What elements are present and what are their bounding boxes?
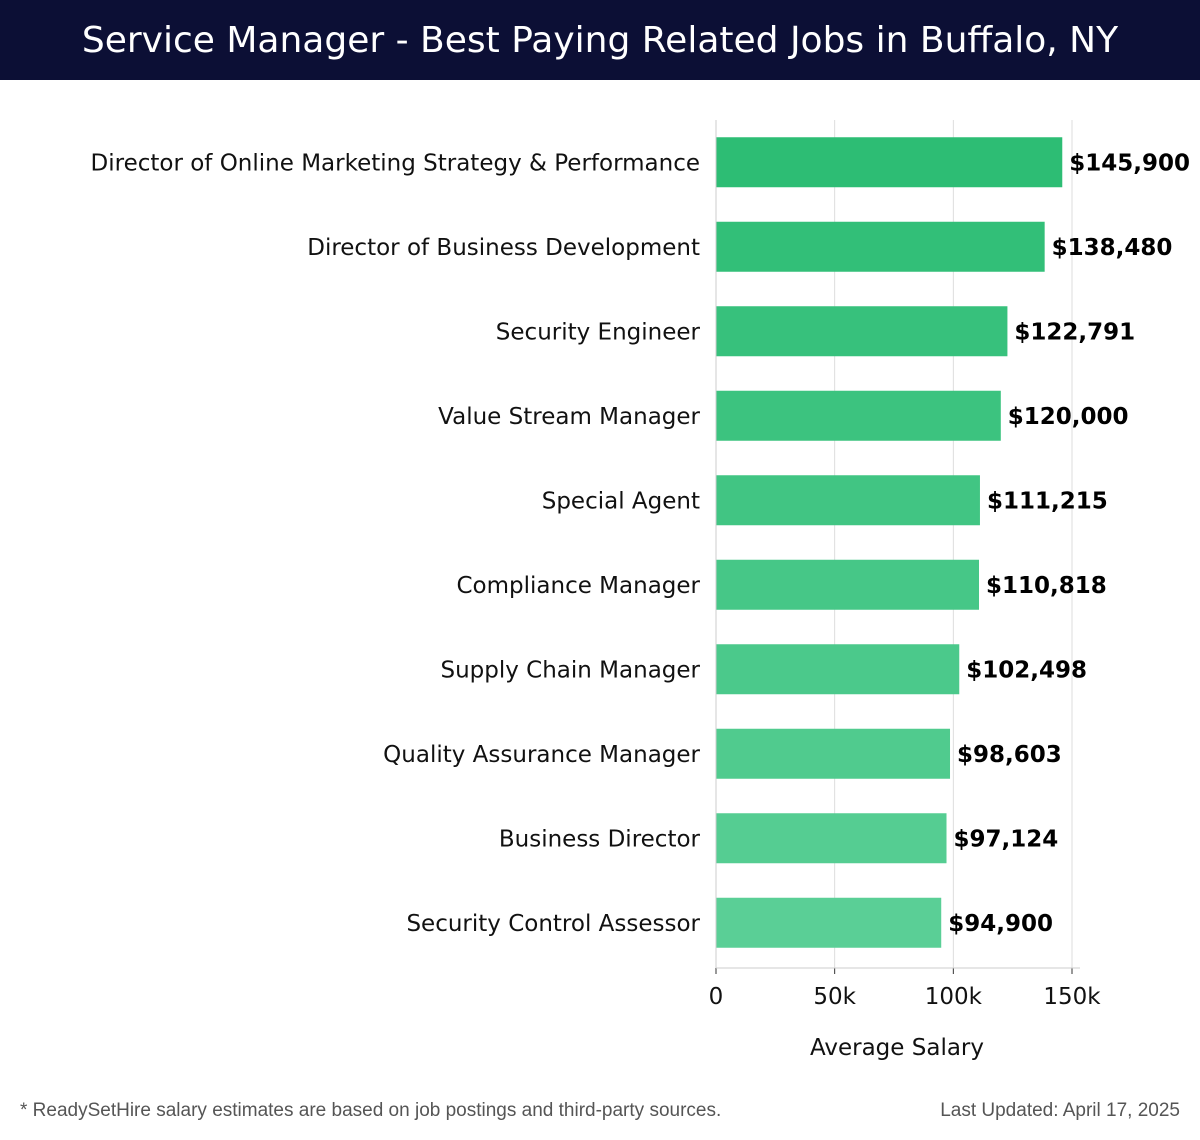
bar	[716, 813, 947, 864]
x-tick-label: 150k	[1043, 984, 1101, 1010]
chart-title: Service Manager - Best Paying Related Jo…	[81, 19, 1119, 61]
x-tick-label: 0	[709, 984, 724, 1010]
value-label: $122,791	[1014, 319, 1135, 345]
category-label: Security Engineer	[496, 319, 701, 345]
value-label: $94,900	[948, 911, 1053, 937]
value-label: $102,498	[966, 657, 1087, 683]
category-label: Director of Online Marketing Strategy & …	[91, 150, 700, 176]
value-label: $145,900	[1069, 150, 1190, 176]
category-label: Special Agent	[542, 488, 700, 514]
value-label: $111,215	[987, 488, 1108, 514]
value-label: $98,603	[957, 742, 1062, 768]
last-updated: Last Updated: April 17, 2025	[940, 1100, 1180, 1121]
bar	[716, 221, 1045, 272]
bar	[716, 644, 960, 695]
title-bar: Service Manager - Best Paying Related Jo…	[0, 0, 1200, 80]
bar	[716, 475, 980, 526]
value-label: $120,000	[1008, 404, 1129, 430]
x-axis-title: Average Salary	[810, 1035, 984, 1061]
x-axis: Average Salary 0 50k 100k 150k	[709, 120, 1101, 1061]
bar	[716, 390, 1001, 441]
value-label: $97,124	[954, 826, 1059, 852]
x-tick-label: 50k	[813, 984, 856, 1010]
category-label: Director of Business Development	[307, 235, 700, 261]
category-label: Quality Assurance Manager	[383, 742, 700, 768]
x-tick-label: 100k	[925, 984, 983, 1010]
value-label: $138,480	[1052, 235, 1173, 261]
value-label: $110,818	[986, 573, 1107, 599]
bar	[716, 728, 951, 779]
category-label: Compliance Manager	[456, 573, 700, 599]
bar	[716, 137, 1063, 188]
bar	[716, 559, 980, 610]
bar	[716, 897, 942, 948]
bar	[716, 306, 1008, 357]
category-label: Supply Chain Manager	[440, 657, 700, 683]
bars: Director of Online Marketing Strategy & …	[91, 137, 1190, 948]
category-label: Value Stream Manager	[438, 404, 700, 430]
category-label: Security Control Assessor	[406, 911, 700, 937]
category-label: Business Director	[499, 826, 701, 852]
footer-note: * ReadySetHire salary estimates are base…	[20, 1100, 722, 1121]
bar-chart: Director of Online Marketing Strategy & …	[91, 120, 1190, 1061]
